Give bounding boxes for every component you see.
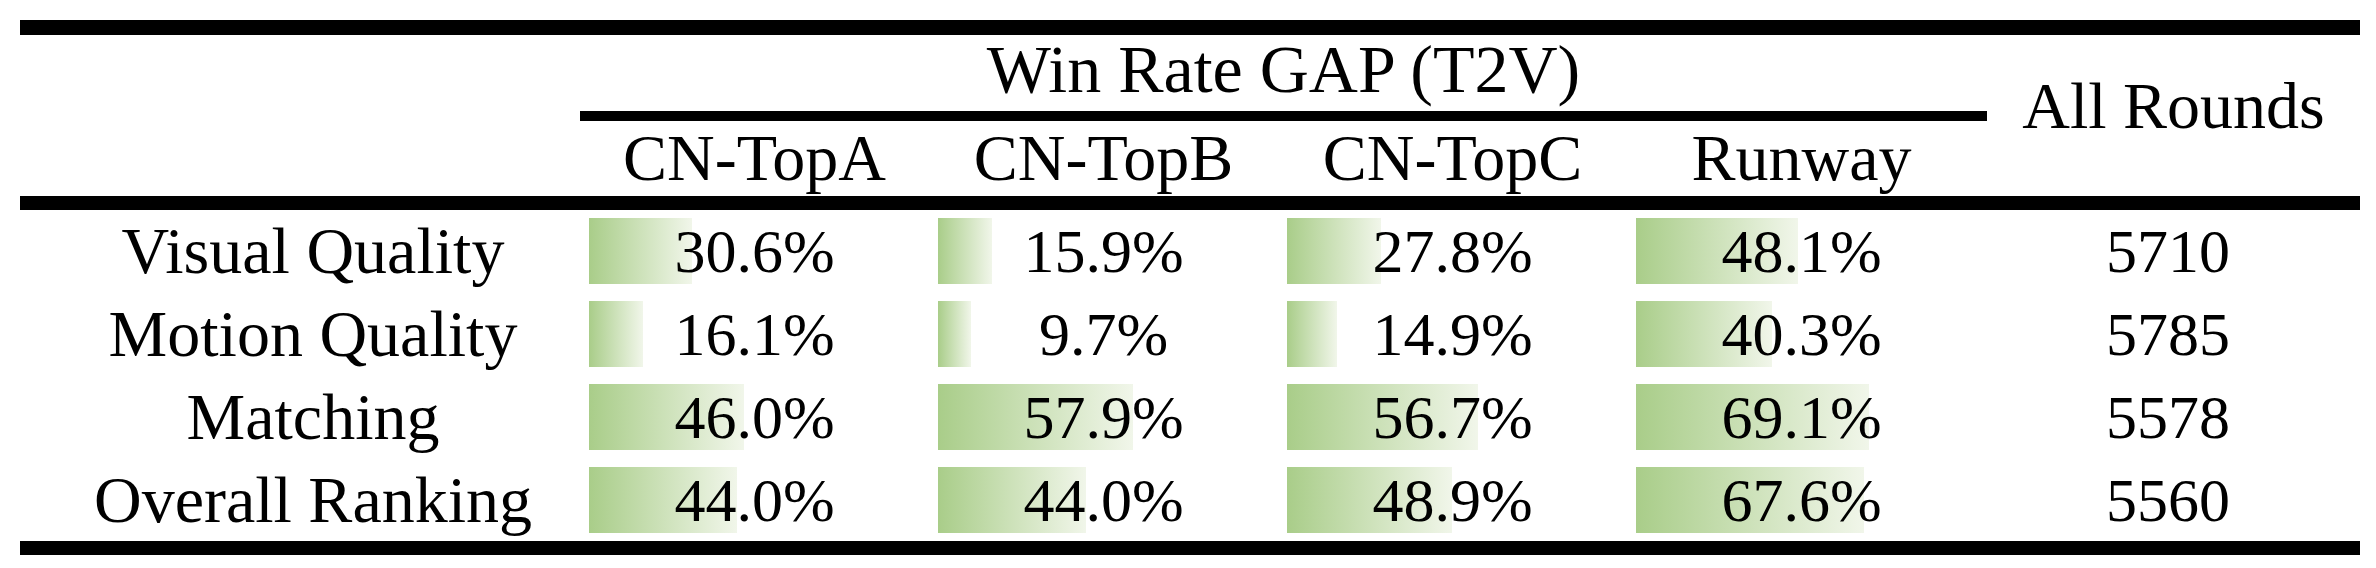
win-rate-bar <box>938 301 971 367</box>
column-header-cn-topc: CN-TopC <box>1278 120 1627 196</box>
win-rate-value: 57.9% <box>1023 386 1183 448</box>
win-rate-value: 9.7% <box>1039 303 1168 365</box>
column-header-all-rounds: All Rounds <box>1987 28 2360 184</box>
row-label-matching: Matching <box>20 376 580 459</box>
all-rounds-value: 5560 <box>2106 469 2230 531</box>
win-rate-value: 46.0% <box>674 386 834 448</box>
win-rate-bar <box>938 218 992 284</box>
row-label-overall-ranking: Overall Ranking <box>20 458 580 541</box>
cell-overall-ranking-runway: 67.6% <box>1627 458 1976 541</box>
all-rounds-value: 5785 <box>2106 303 2230 365</box>
win-rate-value: 14.9% <box>1372 303 1532 365</box>
column-header-runway: Runway <box>1627 120 1976 196</box>
win-rate-value: 44.0% <box>1023 469 1183 531</box>
win-rate-value: 40.3% <box>1721 303 1881 365</box>
cell-overall-ranking-all-rounds: 5560 <box>1976 458 2360 541</box>
win-rate-bar <box>1287 218 1381 284</box>
cell-visual-quality-cn-topc: 27.8% <box>1278 210 1627 293</box>
column-header-cn-topa: CN-TopA <box>580 120 929 196</box>
win-rate-value: 48.9% <box>1372 469 1532 531</box>
all-rounds-value: 5578 <box>2106 386 2230 448</box>
table-title: Win Rate GAP (T2V) <box>580 30 1987 108</box>
paper-table-page: { "table": { "title": "Win Rate GAP (T2V… <box>0 0 2376 568</box>
header-separator-rule <box>20 196 2360 210</box>
win-rate-value: 15.9% <box>1023 220 1183 282</box>
all-rounds-value: 5710 <box>2106 220 2230 282</box>
win-rate-value: 27.8% <box>1372 220 1532 282</box>
win-rate-value: 56.7% <box>1372 386 1532 448</box>
cell-visual-quality-all-rounds: 5710 <box>1976 210 2360 293</box>
cell-visual-quality-runway: 48.1% <box>1627 210 1976 293</box>
win-rate-value: 67.6% <box>1721 469 1881 531</box>
cell-motion-quality-cn-topb: 9.7% <box>929 293 1278 376</box>
cell-overall-ranking-cn-topb: 44.0% <box>929 458 1278 541</box>
win-rate-value: 48.1% <box>1721 220 1881 282</box>
win-rate-bar <box>589 301 643 367</box>
cell-matching-all-rounds: 5578 <box>1976 376 2360 459</box>
win-rate-value: 30.6% <box>674 220 834 282</box>
cell-motion-quality-cn-topa: 16.1% <box>580 293 929 376</box>
cell-matching-cn-topa: 46.0% <box>580 376 929 459</box>
row-label-motion-quality: Motion Quality <box>20 293 580 376</box>
cell-visual-quality-cn-topa: 30.6% <box>580 210 929 293</box>
column-header-cn-topb: CN-TopB <box>929 120 1278 196</box>
win-rate-value: 44.0% <box>674 469 834 531</box>
cell-motion-quality-runway: 40.3% <box>1627 293 1976 376</box>
table-body: Visual Quality 30.6% 15.9% 27.8% 48.1% 5… <box>20 210 2360 541</box>
cell-matching-cn-topc: 56.7% <box>1278 376 1627 459</box>
table-border-bottom <box>20 541 2360 555</box>
cell-matching-runway: 69.1% <box>1627 376 1976 459</box>
cell-overall-ranking-cn-topa: 44.0% <box>580 458 929 541</box>
win-rate-bar <box>1287 301 1337 367</box>
cell-motion-quality-all-rounds: 5785 <box>1976 293 2360 376</box>
cell-motion-quality-cn-topc: 14.9% <box>1278 293 1627 376</box>
cell-matching-cn-topb: 57.9% <box>929 376 1278 459</box>
row-label-visual-quality: Visual Quality <box>20 210 580 293</box>
win-rate-value: 69.1% <box>1721 386 1881 448</box>
cell-visual-quality-cn-topb: 15.9% <box>929 210 1278 293</box>
win-rate-value: 16.1% <box>674 303 834 365</box>
cell-overall-ranking-cn-topc: 48.9% <box>1278 458 1627 541</box>
